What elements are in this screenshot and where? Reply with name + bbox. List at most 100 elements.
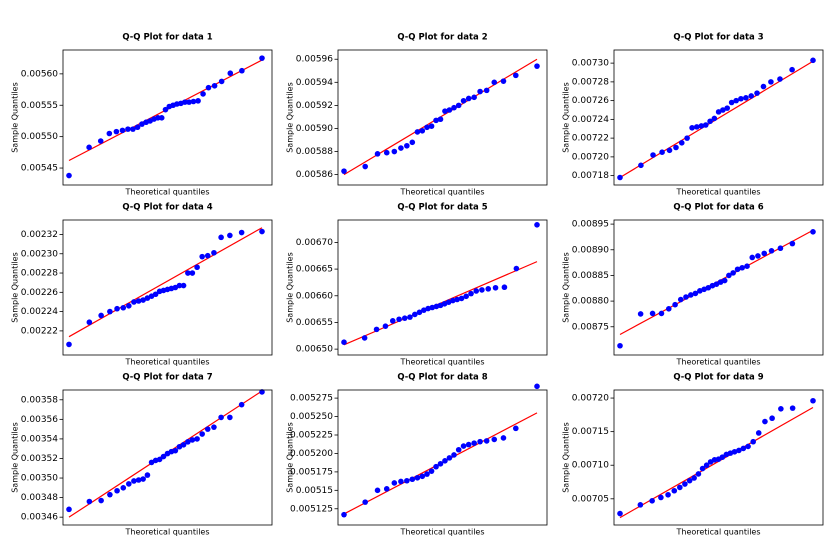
data-point — [114, 487, 120, 494]
data-point — [131, 299, 137, 305]
axes-frame — [62, 49, 273, 186]
subplot: Q-Q Plot for data 3 Theoretical quantiles… — [562, 33, 824, 197]
y-tick-label: 0.00346 — [21, 513, 58, 523]
y-tick-label: 0.00356 — [21, 415, 58, 425]
data-point — [734, 266, 741, 273]
data-point — [777, 245, 784, 252]
data-point — [743, 95, 749, 101]
axes-frame — [62, 219, 273, 356]
data-point — [728, 99, 735, 106]
data-point — [437, 116, 444, 123]
y-tick-label: 0.00232 — [21, 230, 58, 240]
data-point — [412, 311, 418, 318]
y-tick-label: 0.00728 — [572, 77, 609, 87]
data-point — [419, 473, 426, 480]
data-point — [211, 249, 217, 256]
data-point — [211, 424, 217, 430]
data-point — [479, 287, 485, 293]
x-axis-label: Theoretical quantiles — [399, 358, 484, 367]
data-point — [471, 440, 477, 446]
y-tick-label: 0.00230 — [21, 249, 58, 259]
y-tick-label: 0.00650 — [296, 345, 333, 355]
data-point — [199, 431, 205, 437]
data-point — [689, 125, 695, 131]
data-point — [769, 415, 775, 422]
y-tick-label: 0.00555 — [21, 101, 58, 111]
data-point — [731, 448, 738, 455]
x-axis-label: Theoretical quantiles — [399, 188, 484, 197]
data-point — [139, 121, 145, 127]
y-tick-label: 0.00875 — [572, 322, 609, 332]
data-point — [665, 491, 671, 498]
data-point — [176, 282, 183, 289]
data-point — [665, 306, 672, 312]
y-tick-label: 0.00710 — [572, 461, 609, 471]
data-point — [433, 463, 439, 470]
y-tick-label: 0.00545 — [21, 164, 58, 174]
data-point — [186, 99, 192, 105]
x-axis-label: Theoretical quantiles — [399, 528, 484, 537]
data-point — [361, 335, 368, 341]
data-point — [733, 97, 739, 104]
data-point — [465, 95, 472, 102]
data-point — [374, 487, 381, 494]
data-point — [227, 70, 234, 77]
subplot-title: Q-Q Plot for data 8 — [397, 373, 487, 383]
data-point — [501, 284, 508, 291]
data-point — [738, 95, 744, 102]
data-point — [239, 67, 245, 74]
data-point — [409, 139, 416, 146]
data-point — [259, 389, 265, 395]
data-point — [131, 478, 137, 484]
data-point — [152, 291, 159, 298]
data-point — [341, 511, 347, 518]
subplot: Q-Q Plot for data 2 Theoretical quantiles… — [286, 33, 548, 197]
data-point — [162, 106, 169, 113]
data-point — [144, 295, 151, 301]
data-point — [659, 149, 665, 155]
data-point — [637, 311, 644, 317]
axes-frame — [613, 49, 824, 186]
data-point — [513, 265, 520, 272]
data-point — [107, 308, 113, 315]
data-point — [512, 425, 519, 432]
y-axis-label: Sample Quantiles — [286, 252, 295, 323]
y-tick-label: 0.00550 — [21, 132, 58, 142]
data-point — [637, 502, 644, 508]
data-point — [512, 72, 519, 79]
data-point — [125, 126, 131, 132]
data-point — [695, 471, 702, 477]
y-tick-label: 0.005200 — [290, 449, 333, 459]
x-axis-label: Theoretical quantiles — [124, 358, 209, 367]
subplot-title: Q-Q Plot for data 9 — [673, 373, 763, 383]
data-point — [140, 297, 146, 303]
data-point — [341, 168, 347, 174]
data-point — [218, 414, 224, 421]
data-point — [810, 397, 816, 404]
y-axis-label: Sample Quantiles — [11, 252, 20, 323]
data-point — [156, 456, 163, 463]
x-axis-label: Theoretical quantiles — [675, 528, 760, 537]
data-point — [777, 76, 783, 82]
axes-frame — [62, 389, 273, 526]
data-point — [419, 127, 426, 134]
y-tick-label: 0.005225 — [290, 431, 333, 441]
data-point — [189, 437, 196, 443]
data-point — [238, 229, 245, 236]
data-point — [407, 314, 413, 320]
data-point — [810, 57, 816, 64]
data-point — [454, 296, 460, 303]
y-tick-label: 0.00224 — [21, 307, 58, 317]
y-tick-label: 0.00726 — [572, 96, 609, 106]
data-point — [683, 294, 689, 300]
data-point — [477, 88, 483, 95]
data-point — [442, 458, 448, 464]
subplot-title: Q-Q Plot for data 4 — [122, 203, 212, 213]
data-point — [730, 270, 736, 276]
data-point — [135, 298, 142, 304]
x-axis-label: Theoretical quantiles — [675, 188, 760, 197]
data-point — [740, 445, 747, 452]
y-tick-label: 0.00705 — [572, 494, 609, 504]
data-point — [446, 107, 453, 113]
data-point — [534, 63, 540, 69]
